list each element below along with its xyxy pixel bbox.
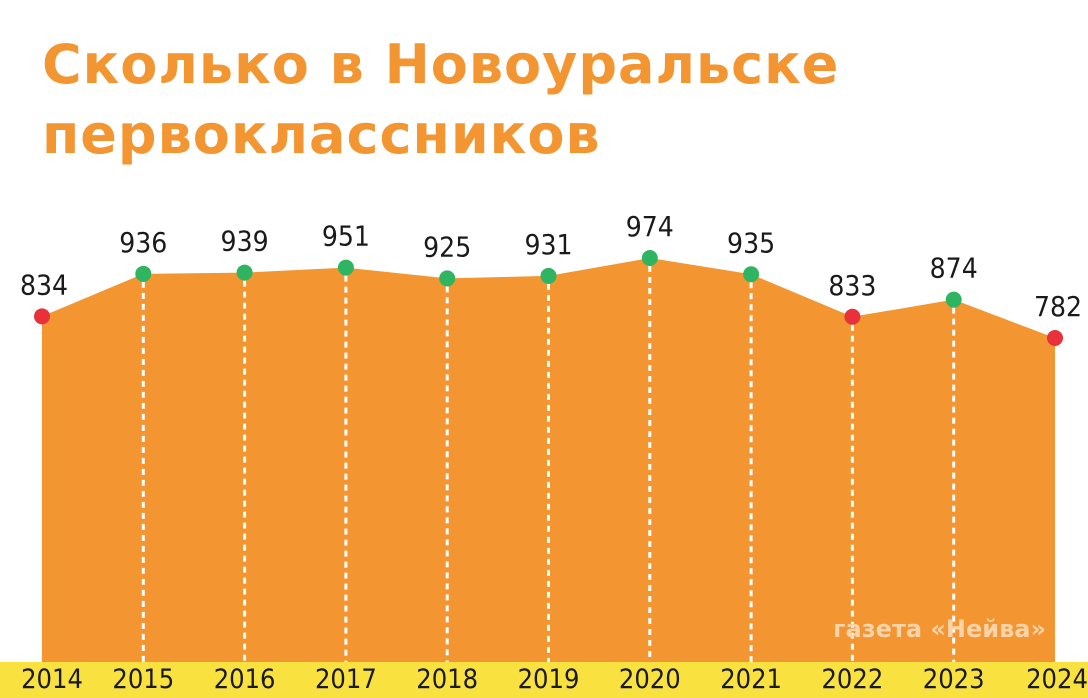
x-tick-label-2016: 2016 (214, 664, 276, 695)
data-label-2016: 939 (221, 225, 269, 258)
x-tick-label-2024: 2024 (1026, 664, 1088, 695)
data-label-2024: 782 (1034, 290, 1082, 323)
data-label-2017: 951 (322, 220, 370, 253)
data-label-2015: 936 (119, 226, 167, 259)
data-point-2016 (236, 264, 253, 281)
data-point-2014 (34, 308, 50, 325)
x-tick-label-2021: 2021 (720, 664, 782, 695)
data-label-2021: 935 (727, 226, 775, 259)
data-point-2023 (945, 291, 962, 308)
data-point-2021 (743, 266, 760, 283)
data-point-2022 (844, 308, 861, 325)
data-point-2017 (337, 259, 354, 276)
data-label-2018: 925 (423, 230, 471, 263)
x-tick-label-2018: 2018 (416, 664, 478, 695)
x-tick-label-2019: 2019 (518, 664, 580, 695)
data-label-2023: 874 (930, 252, 978, 285)
data-label-2022: 833 (828, 269, 876, 302)
data-point-2019 (540, 267, 557, 284)
x-tick-label-2015: 2015 (112, 664, 174, 695)
data-label-2019: 931 (524, 228, 572, 261)
data-label-2014: 834 (20, 268, 68, 301)
credit-text: газета «Нейва» (833, 615, 1046, 643)
data-point-2015 (135, 265, 152, 282)
data-point-2018 (439, 270, 456, 287)
data-point-2020 (641, 250, 658, 266)
x-axis-band (0, 662, 1088, 698)
x-tick-label-2023: 2023 (923, 664, 985, 695)
x-tick-label-2017: 2017 (315, 664, 377, 695)
data-point-2024 (1047, 330, 1063, 346)
data-label-2020: 974 (626, 210, 674, 243)
x-tick-label-2014: 2014 (21, 664, 83, 695)
chart-title: Сколько в Новоуральске первоклассников (42, 33, 840, 166)
x-tick-label-2022: 2022 (821, 664, 883, 695)
x-tick-label-2020: 2020 (619, 664, 681, 695)
